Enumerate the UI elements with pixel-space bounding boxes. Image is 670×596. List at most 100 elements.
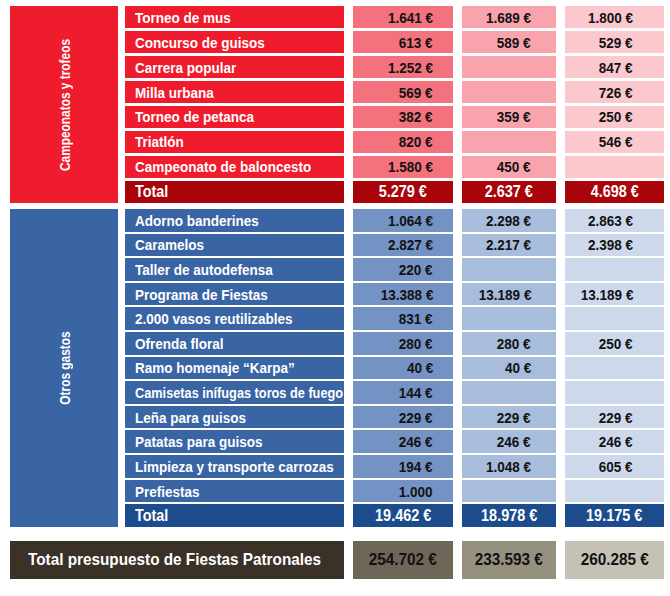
value-cell-text: 19.462 €	[375, 507, 431, 525]
row-label: Triatlón	[125, 131, 344, 153]
total-label: Total	[125, 181, 344, 203]
value-cell: 2.637 €	[462, 181, 556, 203]
section-campeonatos-y-trofeos: Campeonatos y trofeosTorneo de mus1.641 …	[10, 6, 664, 203]
table-row: Leña para guisos229 €229 €229 €	[125, 406, 664, 429]
value-cell: 19.175 €	[565, 504, 664, 527]
value-cell-text: 246 €	[599, 433, 633, 450]
table-row: Torneo de mus1.641 €1.689 €1.800 €	[125, 6, 664, 28]
value-cell: 359 €	[462, 106, 556, 128]
value-cell	[462, 307, 556, 330]
value-cell-text: 2.637 €	[485, 183, 533, 201]
value-cell-text: 246 €	[399, 433, 433, 450]
total-label: Total	[125, 504, 344, 527]
value-cell-text: 820 €	[399, 133, 433, 150]
value-cell: 246 €	[462, 430, 556, 453]
value-cell-text: 4.698 €	[590, 183, 638, 201]
table-row: Campeonato de baloncesto1.580 €450 €	[125, 156, 664, 178]
value-cell: 194 €	[353, 455, 453, 478]
row-label-text: Taller de autodefensa	[135, 261, 273, 278]
table-row: Torneo de petanca382 €359 €250 €	[125, 106, 664, 128]
value-cell: 726 €	[565, 81, 664, 103]
value-cell	[462, 56, 556, 78]
value-cell-text: 40 €	[505, 359, 531, 376]
value-cell-text: 229 €	[399, 409, 433, 426]
value-cell-text: 2.217 €	[486, 236, 531, 253]
row-label-text: 2.000 vasos reutilizables	[135, 310, 293, 327]
row-label: Campeonato de baloncesto	[125, 156, 344, 178]
total-row: Total 5.279 € 2.637 € 4.698 €	[125, 181, 664, 203]
row-label-text: Torneo de mus	[135, 9, 231, 26]
total-label-text: Total	[135, 183, 168, 201]
value-cell: 546 €	[565, 131, 664, 153]
value-cell-text: 382 €	[399, 108, 433, 125]
value-cell: 382 €	[353, 106, 453, 128]
value-cell	[462, 258, 556, 281]
grand-total-value-text: 254.702 €	[369, 550, 437, 570]
value-cell-text: 605 €	[599, 458, 633, 475]
total-row: Total 19.462 € 18.978 € 19.175 €	[125, 504, 664, 527]
value-cell-text: 229 €	[599, 409, 633, 426]
row-label-text: Carrera popular	[135, 59, 236, 76]
table-row: 2.000 vasos reutilizables831 €	[125, 307, 664, 330]
row-label: Milla urbana	[125, 81, 344, 103]
value-cell	[462, 81, 556, 103]
row-label: Ramo homenaje “Karpa”	[125, 357, 344, 380]
value-cell: 246 €	[565, 430, 664, 453]
value-cell: 5.279 €	[353, 181, 453, 203]
value-cell-text: 246 €	[497, 433, 531, 450]
value-cell: 280 €	[462, 332, 556, 355]
value-cell: 589 €	[462, 31, 556, 53]
table-row: Milla urbana569 €726 €	[125, 81, 664, 103]
value-cell-text: 229 €	[497, 409, 531, 426]
row-label-text: Prefiestas	[135, 483, 200, 500]
row-label-text: Concurso de guisos	[135, 34, 265, 51]
value-cell: 2.298 €	[462, 209, 556, 232]
value-cell	[462, 480, 556, 503]
section-otros-gastos: Otros gastosAdorno banderines1.064 €2.29…	[10, 209, 664, 527]
row-label: 2.000 vasos reutilizables	[125, 307, 344, 330]
row-label: Carrera popular	[125, 56, 344, 78]
value-cell: 2.863 €	[565, 209, 664, 232]
value-cell	[565, 307, 664, 330]
value-cell: 18.978 €	[462, 504, 556, 527]
grand-total-value-text: 233.593 €	[475, 550, 543, 570]
value-cell-text: 5.279 €	[379, 183, 427, 201]
row-label: Patatas para guisos	[125, 430, 344, 453]
value-cell	[565, 480, 664, 503]
row-label-text: Limpieza y transporte carrozas	[135, 458, 334, 475]
row-label-text: Adorno banderines	[135, 212, 259, 229]
value-cell-text: 280 €	[497, 335, 531, 352]
value-cell: 2.398 €	[565, 234, 664, 257]
grand-total-value: 233.593 €	[462, 541, 556, 579]
value-cell-text: 2.298 €	[486, 212, 531, 229]
value-cell-text: 194 €	[399, 458, 433, 475]
value-cell: 229 €	[565, 406, 664, 429]
value-cell-text: 1.689 €	[486, 9, 531, 26]
value-cell: 13.388 €	[353, 283, 453, 306]
row-label-text: Milla urbana	[135, 84, 214, 101]
total-label-text: Total	[135, 507, 168, 525]
value-cell-text: 2.827 €	[388, 236, 433, 253]
value-cell: 19.462 €	[353, 504, 453, 527]
grand-total-label: Total presupuesto de Fiestas Patronales	[10, 541, 344, 579]
section-rows: Torneo de mus1.641 €1.689 €1.800 € Concur…	[125, 6, 664, 203]
row-label-text: Programa de Fiestas	[135, 286, 268, 303]
table-row: Camisetas inífugas toros de fuego144 €	[125, 381, 664, 404]
value-cell-text: 250 €	[599, 108, 633, 125]
value-cell	[565, 381, 664, 404]
table-row: Patatas para guisos 246 € 246 € 246 €	[125, 430, 664, 453]
row-label: Programa de Fiestas	[125, 283, 344, 306]
grand-total-value: 260.285 €	[565, 541, 664, 579]
value-cell-text: 13.189 €	[478, 286, 531, 303]
table-row: Ramo homenaje “Karpa”40 €40 €	[125, 357, 664, 380]
value-cell: 280 €	[353, 332, 453, 355]
row-label: Limpieza y transporte carrozas	[125, 455, 344, 478]
value-cell: 529 €	[565, 31, 664, 53]
value-cell-text: 13.189 €	[580, 286, 633, 303]
value-cell	[462, 131, 556, 153]
row-label: Prefiestas	[125, 480, 344, 503]
value-cell-text: 280 €	[399, 335, 433, 352]
table-row: Limpieza y transporte carrozas194 €1.048…	[125, 455, 664, 478]
value-cell: 4.698 €	[565, 181, 664, 203]
section-title-text: Otros gastos	[56, 327, 73, 408]
